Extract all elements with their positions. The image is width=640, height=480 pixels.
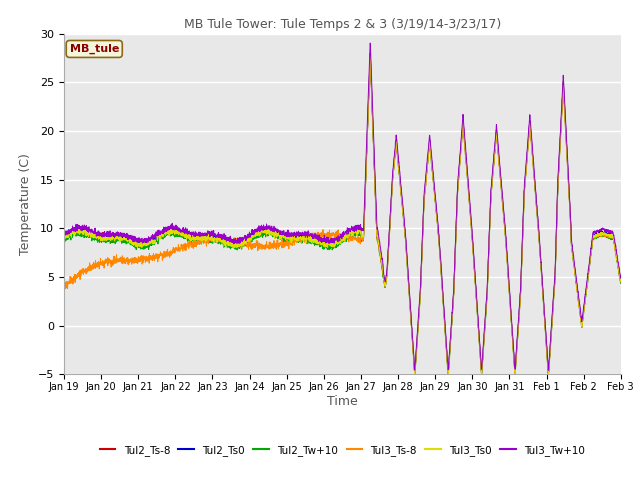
- Tul3_Tw+10: [124, 237, 131, 242]
- Tul2_Ts0: [274, 229, 282, 235]
- Tul3_Ts0: [157, 229, 164, 235]
- Tul2_Ts-8: [60, 234, 68, 240]
- Tul3_Ts-8: [157, 249, 164, 255]
- Tul3_Tw+10: [157, 230, 164, 236]
- Text: MB_tule: MB_tule: [70, 44, 119, 54]
- Tul2_Ts0: [157, 229, 164, 235]
- Tul2_Tw+10: [157, 235, 164, 241]
- Tul2_Ts-8: [274, 233, 282, 239]
- Tul3_Ts-8: [124, 257, 131, 263]
- Line: Tul3_Ts0: Tul3_Ts0: [64, 54, 621, 374]
- Y-axis label: Temperature (C): Temperature (C): [19, 153, 33, 255]
- Tul3_Ts-8: [274, 244, 282, 250]
- Tul2_Ts0: [606, 231, 614, 237]
- Tul2_Ts0: [547, 344, 554, 349]
- Tul3_Ts0: [617, 279, 625, 285]
- Tul3_Tw+10: [298, 230, 305, 236]
- Tul3_Ts0: [547, 346, 554, 351]
- Tul2_Tw+10: [547, 347, 554, 352]
- Tul2_Tw+10: [606, 234, 614, 240]
- Legend: Tul2_Ts-8, Tul2_Ts0, Tul2_Tw+10, Tul3_Ts-8, Tul3_Ts0, Tul3_Tw+10: Tul2_Ts-8, Tul2_Ts0, Tul2_Tw+10, Tul3_Ts…: [95, 441, 589, 460]
- Tul3_Tw+10: [545, 367, 552, 373]
- Tul3_Tw+10: [617, 276, 625, 281]
- Tul2_Ts0: [545, 372, 552, 377]
- Tul3_Ts0: [124, 239, 131, 245]
- Tul2_Ts-8: [617, 279, 625, 285]
- Tul2_Tw+10: [411, 372, 419, 377]
- Tul3_Ts0: [367, 51, 374, 57]
- Tul3_Ts-8: [617, 279, 625, 285]
- Tul2_Ts-8: [606, 232, 614, 238]
- Tul2_Ts-8: [298, 235, 305, 240]
- Tul2_Tw+10: [617, 280, 625, 286]
- Tul3_Ts0: [298, 234, 305, 240]
- Tul2_Tw+10: [298, 237, 305, 243]
- Tul2_Ts-8: [547, 344, 554, 349]
- Tul3_Ts-8: [298, 235, 305, 240]
- Tul3_Ts-8: [547, 347, 554, 353]
- Tul3_Tw+10: [606, 229, 614, 235]
- Tul2_Ts-8: [124, 237, 131, 243]
- Tul2_Ts-8: [511, 371, 519, 377]
- Tul2_Ts0: [298, 233, 305, 239]
- Tul3_Tw+10: [366, 40, 374, 46]
- Line: Tul2_Ts0: Tul2_Ts0: [64, 56, 621, 374]
- Line: Tul3_Ts-8: Tul3_Ts-8: [64, 60, 621, 374]
- Tul2_Ts0: [60, 234, 68, 240]
- Tul3_Ts0: [60, 234, 68, 240]
- Tul3_Tw+10: [547, 342, 554, 348]
- Tul2_Tw+10: [60, 238, 68, 244]
- Tul3_Tw+10: [60, 232, 68, 238]
- Title: MB Tule Tower: Tule Temps 2 & 3 (3/19/14-3/23/17): MB Tule Tower: Tule Temps 2 & 3 (3/19/14…: [184, 18, 501, 31]
- Tul2_Ts-8: [157, 235, 164, 241]
- Tul3_Ts-8: [366, 57, 374, 62]
- Tul3_Ts-8: [60, 283, 68, 288]
- Line: Tul3_Tw+10: Tul3_Tw+10: [64, 43, 621, 370]
- Tul2_Ts-8: [366, 50, 374, 56]
- Tul3_Ts0: [444, 372, 452, 377]
- X-axis label: Time: Time: [327, 395, 358, 408]
- Tul2_Tw+10: [274, 234, 282, 240]
- Tul3_Ts-8: [444, 372, 452, 377]
- Tul2_Tw+10: [366, 55, 374, 61]
- Tul3_Ts0: [274, 231, 282, 237]
- Tul2_Ts0: [617, 278, 625, 284]
- Tul2_Ts0: [367, 53, 374, 59]
- Tul2_Tw+10: [124, 238, 131, 243]
- Tul2_Ts0: [124, 232, 131, 238]
- Line: Tul2_Tw+10: Tul2_Tw+10: [64, 58, 621, 374]
- Tul3_Ts-8: [606, 232, 614, 238]
- Tul3_Tw+10: [274, 227, 282, 232]
- Tul3_Ts0: [606, 232, 614, 238]
- Line: Tul2_Ts-8: Tul2_Ts-8: [64, 53, 621, 374]
